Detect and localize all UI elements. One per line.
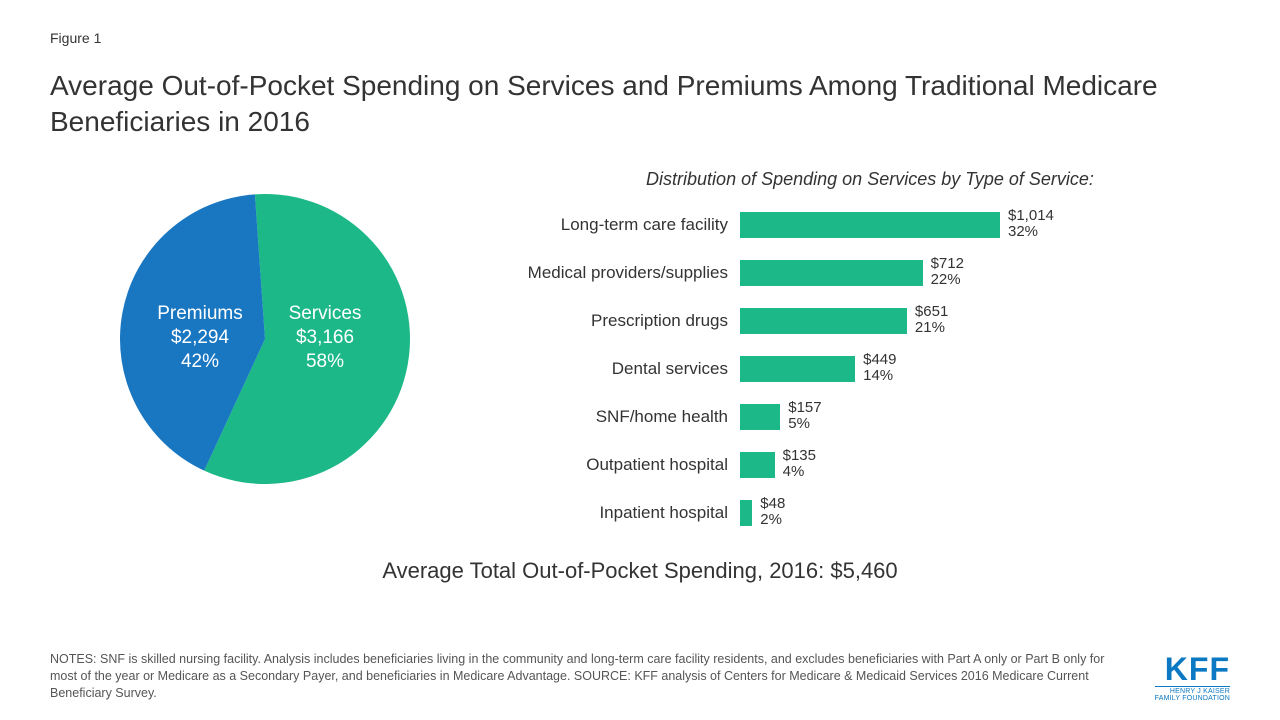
pie-svg: Services$3,16658%Premiums$2,29442%	[105, 179, 425, 499]
figure-label: Figure 1	[50, 30, 1230, 46]
bar-label: SNF/home health	[510, 407, 740, 427]
bar-row: Outpatient hospital$1354%	[510, 446, 1230, 484]
bar-value: $1354%	[783, 448, 816, 481]
bar-fill	[740, 260, 923, 286]
bar-row: Long-term care facility$1,01432%	[510, 206, 1230, 244]
bar-value: $44914%	[863, 352, 896, 385]
bar-track: $482%	[740, 500, 1020, 526]
pie-chart: Services$3,16658%Premiums$2,29442%	[50, 169, 480, 499]
bar-row: Dental services$44914%	[510, 350, 1230, 388]
bar-label: Inpatient hospital	[510, 503, 740, 523]
bar-track: $1354%	[740, 452, 1020, 478]
bar-value: $71222%	[931, 256, 964, 289]
bar-rows: Long-term care facility$1,01432%Medical …	[510, 206, 1230, 532]
bar-value: $1575%	[788, 400, 821, 433]
bar-label: Long-term care facility	[510, 215, 740, 235]
page-title: Average Out-of-Pocket Spending on Servic…	[50, 68, 1230, 141]
logo-text: KFF	[1155, 655, 1230, 684]
bar-label: Prescription drugs	[510, 311, 740, 331]
bar-fill	[740, 212, 1000, 238]
bar-fill	[740, 500, 752, 526]
bar-chart: Distribution of Spending on Services by …	[510, 169, 1230, 542]
bar-fill	[740, 404, 780, 430]
bar-track: $1575%	[740, 404, 1020, 430]
bar-label: Dental services	[510, 359, 740, 379]
bar-track: $44914%	[740, 356, 1020, 382]
bar-fill	[740, 308, 907, 334]
bar-row: SNF/home health$1575%	[510, 398, 1230, 436]
bar-row: Prescription drugs$65121%	[510, 302, 1230, 340]
logo-subtext: HENRY J KAISER FAMILY FOUNDATION	[1155, 686, 1230, 702]
bar-track: $1,01432%	[740, 212, 1020, 238]
kff-logo: KFF HENRY J KAISER FAMILY FOUNDATION	[1155, 655, 1230, 702]
content-area: Services$3,16658%Premiums$2,29442% Distr…	[50, 169, 1230, 542]
bar-value: $482%	[760, 496, 785, 529]
footer-notes: NOTES: SNF is skilled nursing facility. …	[50, 651, 1125, 702]
bar-label: Medical providers/supplies	[510, 263, 740, 283]
bar-label: Outpatient hospital	[510, 455, 740, 475]
bar-row: Medical providers/supplies$71222%	[510, 254, 1230, 292]
bar-chart-title: Distribution of Spending on Services by …	[510, 169, 1230, 190]
bar-value: $65121%	[915, 304, 948, 337]
bar-fill	[740, 356, 855, 382]
total-line: Average Total Out-of-Pocket Spending, 20…	[50, 558, 1230, 584]
bar-fill	[740, 452, 775, 478]
footer: NOTES: SNF is skilled nursing facility. …	[50, 651, 1230, 702]
bar-value: $1,01432%	[1008, 208, 1054, 241]
bar-row: Inpatient hospital$482%	[510, 494, 1230, 532]
bar-track: $65121%	[740, 308, 1020, 334]
bar-track: $71222%	[740, 260, 1020, 286]
